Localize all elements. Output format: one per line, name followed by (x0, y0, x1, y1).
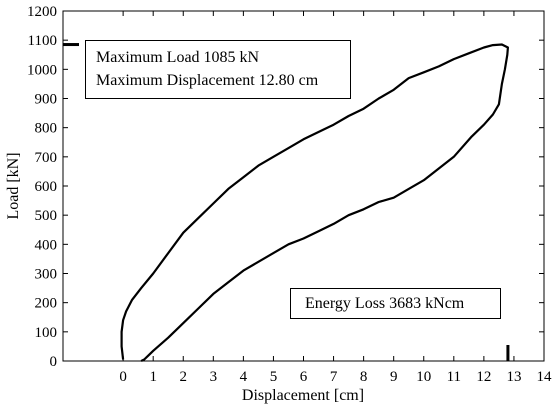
x-tick-label: 11 (447, 369, 461, 385)
axis-ticks (63, 10, 545, 362)
x-tick-label: 0 (119, 369, 127, 385)
max-load-text: Maximum Load 1085 kN (96, 49, 260, 66)
energy-loss-text: Energy Loss 3683 kNcm (305, 295, 465, 312)
y-tick-labels: 0 100 200 300 400 500 600 700 800 900 1000 1100 1200 (27, 4, 57, 370)
x-axis-label: Displacement [cm] (242, 387, 364, 404)
x-tick-label: 7 (330, 369, 338, 385)
y-tick-label: 400 (35, 237, 58, 253)
energy-loss-annotation: Energy Loss 3683 kNcm (290, 288, 501, 319)
y-tick-label: 1100 (28, 33, 57, 49)
x-tick-label: 6 (300, 369, 308, 385)
y-tick-label: 200 (35, 296, 58, 312)
max-displacement-text: Maximum Displacement 12.80 cm (96, 72, 319, 89)
y-tick-label: 0 (50, 354, 58, 370)
y-tick-label: 100 (35, 325, 58, 341)
y-tick-label: 1000 (27, 62, 57, 78)
x-tick-label: 14 (537, 369, 553, 385)
x-tick-labels: 0 1 2 3 4 5 6 7 8 9 10 11 12 13 14 (119, 369, 552, 385)
x-tick-label: 9 (390, 369, 398, 385)
x-tick-label: 2 (180, 369, 188, 385)
y-tick-label: 900 (35, 92, 58, 108)
x-tick-label: 5 (270, 369, 278, 385)
y-tick-label: 800 (35, 121, 58, 137)
load-displacement-curve (120, 43, 509, 362)
y-tick-label: 600 (35, 179, 58, 195)
x-tick-label: 1 (149, 369, 157, 385)
x-tick-label: 3 (210, 369, 218, 385)
max-values-annotation: Maximum Load 1085 kN Maximum Displacemen… (85, 40, 351, 99)
x-tick-label: 4 (240, 369, 248, 385)
y-tick-label: 300 (35, 267, 58, 283)
x-tick-label: 8 (360, 369, 368, 385)
y-axis-label: Load [kN] (5, 152, 22, 219)
y-tick-label: 1200 (27, 4, 57, 20)
y-tick-label: 700 (35, 150, 58, 166)
y-tick-label: 500 (35, 208, 58, 224)
x-tick-label: 10 (416, 369, 431, 385)
x-tick-label: 12 (476, 369, 491, 385)
x-tick-label: 13 (506, 369, 521, 385)
